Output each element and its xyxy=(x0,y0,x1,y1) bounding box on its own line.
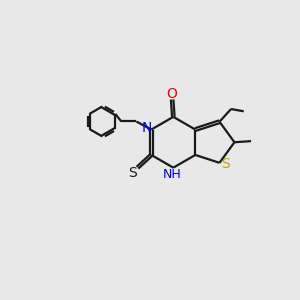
Text: O: O xyxy=(167,87,178,101)
Text: S: S xyxy=(128,166,137,180)
Text: NH: NH xyxy=(163,168,182,181)
Text: S: S xyxy=(222,157,230,171)
Text: N: N xyxy=(142,121,152,135)
